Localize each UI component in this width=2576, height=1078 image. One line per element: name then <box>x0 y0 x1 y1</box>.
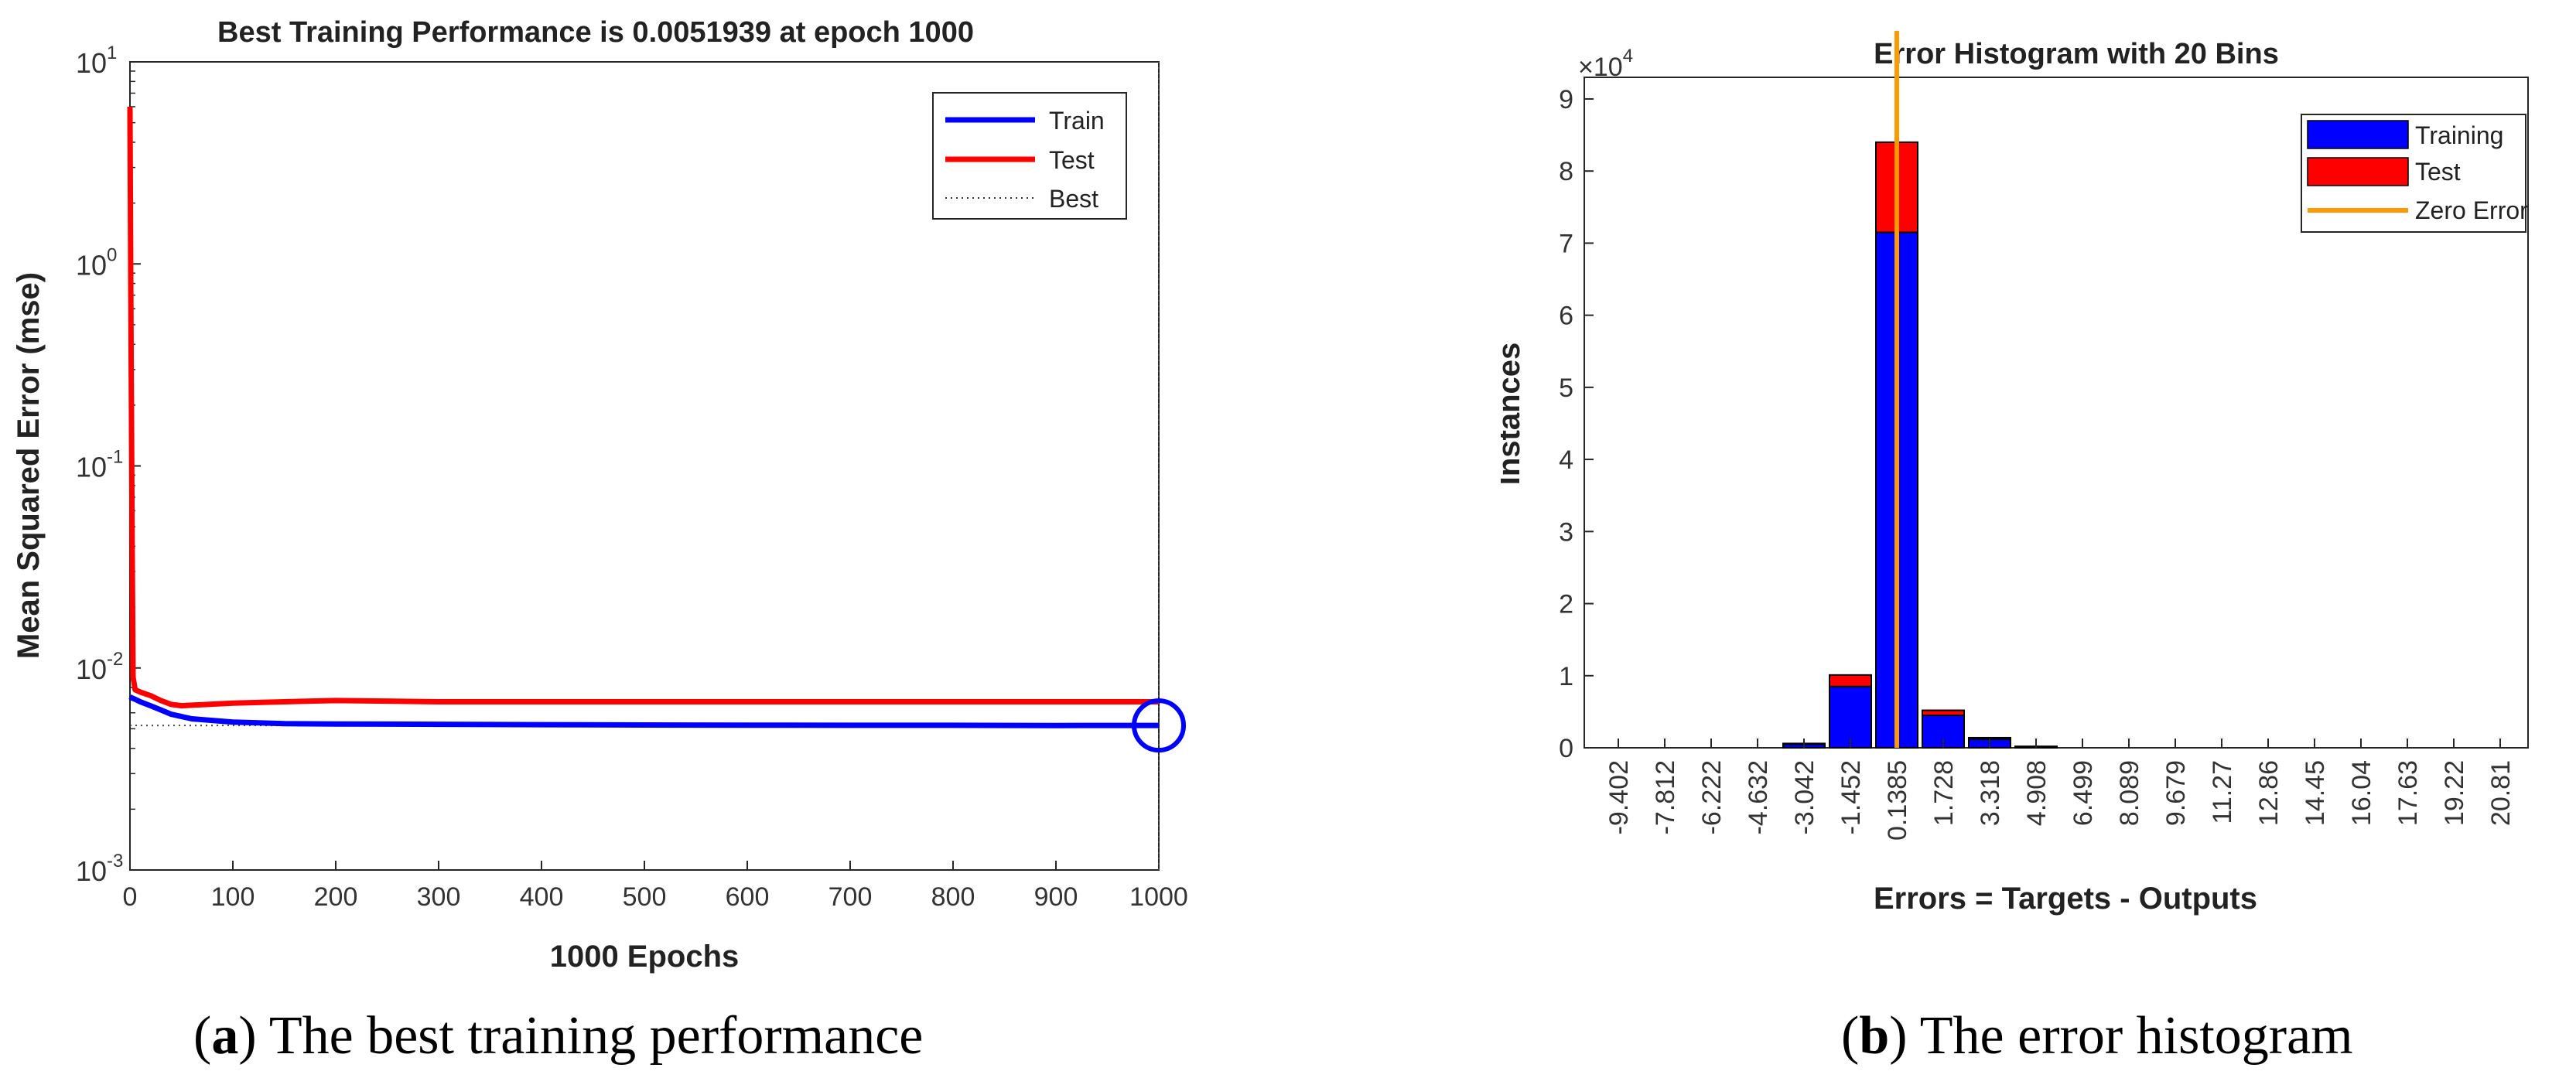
chart-b-multiplier: ×104 <box>1578 46 1633 82</box>
best-marker-circle <box>1132 698 1186 753</box>
y-tick-label: 2 <box>1559 590 1573 619</box>
legend-test-swatch <box>2307 157 2409 186</box>
x-tick-label: 16.04 <box>2347 760 2376 826</box>
chart-b-legend: Training Test Zero Error <box>2301 114 2528 233</box>
legend-test-label: Test <box>2415 158 2461 186</box>
x-tick-label: 4.908 <box>2022 760 2052 826</box>
x-tick-label: 12.86 <box>2254 760 2284 826</box>
x-tick-label: 9.679 <box>2161 760 2191 826</box>
series-line-train <box>128 694 1160 728</box>
y-tick-label: 4 <box>1559 445 1573 475</box>
x-tick-label: 20.81 <box>2486 760 2516 826</box>
x-tick-label: 1.728 <box>1929 760 1959 826</box>
x-tick-label: -6.222 <box>1697 760 1727 834</box>
x-tick-label: 600 <box>726 882 770 912</box>
bar-test <box>1922 709 1965 717</box>
x-tick-label: 700 <box>828 882 873 912</box>
legend-zero-error-label: Zero Error <box>2415 196 2528 224</box>
legend-train-label: Train <box>1049 107 1105 135</box>
x-tick-label: 400 <box>520 882 564 912</box>
y-tick-label: 101 <box>76 43 117 79</box>
x-tick-label: 300 <box>417 882 461 912</box>
x-tick-label: -1.452 <box>1836 760 1866 834</box>
legend-best-label: Best <box>1049 185 1098 213</box>
chart-b-ylabel: Instances <box>1501 343 1526 486</box>
chart-b-xlabel: Errors = Targets - Outputs <box>1874 882 2257 916</box>
x-tick-label: 0 <box>123 882 138 912</box>
caption-a: (a) The best training performance <box>193 1006 924 1066</box>
y-tick-label: 9 <box>1559 85 1573 114</box>
error-histogram-chart: Error Histogram with 20 Bins ×104 0 1 2 3 4 5… <box>1501 31 2529 916</box>
chart-a-legend: Train Test Best <box>932 92 1127 220</box>
x-tick-label: 11.27 <box>2208 760 2237 824</box>
y-tick-label: 100 <box>76 244 117 281</box>
x-tick-label: 6.499 <box>2069 760 2098 826</box>
x-tick-label: -7.812 <box>1651 760 1680 834</box>
x-tick-label: -3.042 <box>1790 760 1819 834</box>
x-tick-label: 100 <box>211 882 255 912</box>
y-tick-label: 5 <box>1559 374 1573 403</box>
y-tick-label: 3 <box>1559 517 1573 547</box>
x-tick-label: 3.318 <box>1976 760 2005 826</box>
y-tick-label: 1 <box>1559 662 1573 691</box>
x-tick-label: 200 <box>314 882 358 912</box>
chart-b-title: Error Histogram with 20 Bins <box>1874 38 2279 70</box>
x-tick-label: 8.089 <box>2115 760 2144 826</box>
y-tick-label: 10-1 <box>76 447 123 483</box>
legend-training-label: Training <box>2415 121 2503 149</box>
caption-b: (b) The error histogram <box>1841 1006 2353 1066</box>
bar-test <box>1829 674 1872 687</box>
training-performance-chart: Best Training Performance is 0.0051939 a… <box>12 16 1188 974</box>
x-tick-label: 900 <box>1034 882 1078 912</box>
series-line-test <box>127 106 1159 709</box>
y-tick-label: 6 <box>1559 302 1573 331</box>
chart-a-title: Best Training Performance is 0.0051939 a… <box>217 16 974 49</box>
chart-a-xlabel: 1000 Epochs <box>550 940 740 974</box>
x-tick-label: -4.632 <box>1744 760 1773 834</box>
y-tick-label: 10-2 <box>76 649 123 685</box>
chart-a-ylabel: Mean Squared Error (mse) <box>12 272 46 659</box>
x-tick-label: 500 <box>623 882 667 912</box>
x-tick-label: -9.402 <box>1604 760 1634 834</box>
x-tick-label: 800 <box>931 882 975 912</box>
x-tick-label: 19.22 <box>2440 760 2469 826</box>
legend-training-swatch <box>2307 120 2409 149</box>
x-tick-label: 0.1385 <box>1883 760 1912 841</box>
y-tick-label: 10-3 <box>76 851 123 887</box>
x-tick-label: 14.45 <box>2301 760 2330 826</box>
y-tick-label: 7 <box>1559 229 1573 258</box>
x-tick-label: 1000 <box>1129 882 1188 912</box>
legend-test-label: Test <box>1049 146 1095 174</box>
y-tick-label: 0 <box>1559 734 1573 763</box>
y-tick-label: 8 <box>1559 157 1573 186</box>
x-tick-label: 17.63 <box>2393 760 2423 826</box>
